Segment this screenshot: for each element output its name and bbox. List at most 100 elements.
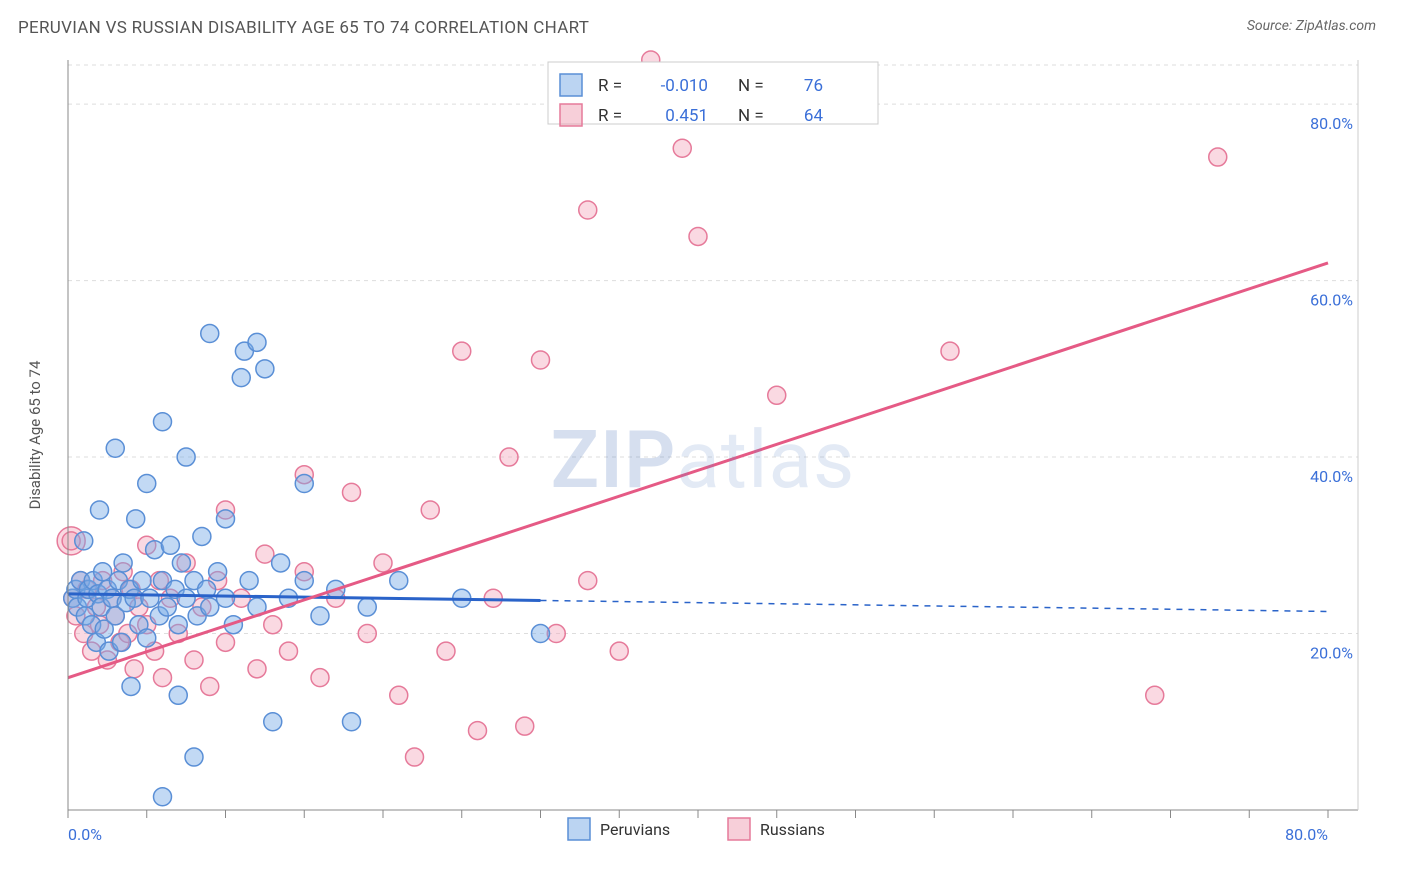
- data-point: [169, 616, 187, 634]
- trend-line-peruvians-extrapolated: [541, 600, 1329, 611]
- legend-n-label: N =: [738, 76, 764, 96]
- data-point: [232, 369, 250, 387]
- data-point: [185, 748, 203, 766]
- data-point: [154, 788, 172, 806]
- data-point: [280, 642, 298, 660]
- data-point: [201, 598, 219, 616]
- source-prefix: Source:: [1247, 18, 1296, 34]
- data-point: [579, 572, 597, 590]
- legend-swatch: [560, 104, 582, 126]
- legend-r-value: 0.451: [665, 106, 708, 126]
- correlation-scatter-chart: 0.0% 80.0% 20.0% 40.0% 60.0% 80.0% Disability …: [18, 50, 1388, 870]
- data-point: [256, 360, 274, 378]
- data-point: [240, 572, 258, 590]
- data-point: [154, 669, 172, 687]
- data-point: [453, 342, 471, 360]
- data-point: [91, 501, 109, 519]
- data-point: [201, 677, 219, 695]
- data-point: [185, 651, 203, 669]
- data-point: [256, 545, 274, 563]
- data-point: [217, 633, 235, 651]
- data-point: [500, 448, 518, 466]
- data-point: [610, 642, 628, 660]
- chart-container: 0.0% 80.0% 20.0% 40.0% 60.0% 80.0% Disability …: [18, 50, 1388, 870]
- data-point: [217, 589, 235, 607]
- legend-r-value: -0.010: [661, 76, 708, 96]
- data-point: [122, 677, 140, 695]
- legend-n-value: 64: [804, 106, 824, 126]
- data-point: [154, 413, 172, 431]
- x-tick-label: 0.0%: [68, 825, 102, 844]
- data-point: [343, 713, 361, 731]
- data-point: [177, 448, 195, 466]
- data-point: [406, 748, 424, 766]
- y-tick-label: 60.0%: [1310, 291, 1353, 310]
- data-point: [138, 475, 156, 493]
- legend-n-label: N =: [738, 106, 764, 126]
- data-point: [141, 589, 159, 607]
- data-point: [689, 227, 707, 245]
- data-point: [437, 642, 455, 660]
- data-point: [343, 483, 361, 501]
- data-point: [133, 572, 151, 590]
- data-point: [673, 139, 691, 157]
- trend-line-russians: [68, 263, 1328, 678]
- data-point: [177, 589, 195, 607]
- y-axis-title: Disability Age 65 to 74: [26, 360, 44, 509]
- data-point: [295, 475, 313, 493]
- data-point: [113, 633, 131, 651]
- y-tick-label: 40.0%: [1310, 467, 1353, 486]
- data-point: [201, 325, 219, 343]
- data-point: [579, 201, 597, 219]
- data-point: [941, 342, 959, 360]
- data-point: [75, 532, 93, 550]
- data-point: [358, 598, 376, 616]
- data-point: [311, 607, 329, 625]
- data-point: [421, 501, 439, 519]
- chart-title: PERUVIAN VS RUSSIAN DISABILITY AGE 65 TO…: [18, 18, 589, 38]
- data-point: [390, 572, 408, 590]
- data-point: [264, 616, 282, 634]
- data-point: [94, 563, 112, 581]
- x-tick-label: 80.0%: [1285, 825, 1328, 844]
- bottom-legend-swatch: [728, 818, 750, 840]
- y-tick-label: 80.0%: [1310, 114, 1353, 133]
- data-point: [358, 625, 376, 643]
- data-point: [161, 536, 179, 554]
- data-point: [264, 713, 282, 731]
- data-point: [1209, 148, 1227, 166]
- legend-n-value: 76: [804, 76, 823, 96]
- data-point: [390, 686, 408, 704]
- data-point: [516, 717, 534, 735]
- legend-swatch: [560, 74, 582, 96]
- data-point: [1146, 686, 1164, 704]
- data-point: [125, 660, 143, 678]
- source-name: ZipAtlas.com: [1296, 18, 1376, 34]
- data-point: [532, 351, 550, 369]
- bottom-legend-label: Russians: [760, 820, 825, 839]
- data-point: [768, 386, 786, 404]
- data-point: [209, 563, 227, 581]
- legend-r-label: R =: [598, 76, 622, 96]
- bottom-legend-label: Peruvians: [600, 820, 670, 839]
- data-point: [106, 439, 124, 457]
- data-point: [248, 660, 266, 678]
- data-point: [193, 527, 211, 545]
- data-point: [311, 669, 329, 687]
- data-point: [272, 554, 290, 572]
- data-point: [295, 572, 313, 590]
- y-tick-label: 20.0%: [1310, 644, 1353, 663]
- data-point: [172, 554, 190, 572]
- data-point: [469, 722, 487, 740]
- data-point: [217, 510, 235, 528]
- data-point: [374, 554, 392, 572]
- data-point: [138, 629, 156, 647]
- bottom-legend-swatch: [568, 818, 590, 840]
- data-point: [169, 686, 187, 704]
- source-attribution: Source: ZipAtlas.com: [1247, 18, 1376, 34]
- data-point: [248, 333, 266, 351]
- data-point: [114, 554, 132, 572]
- data-point: [127, 510, 145, 528]
- data-point: [158, 598, 176, 616]
- data-point: [532, 625, 550, 643]
